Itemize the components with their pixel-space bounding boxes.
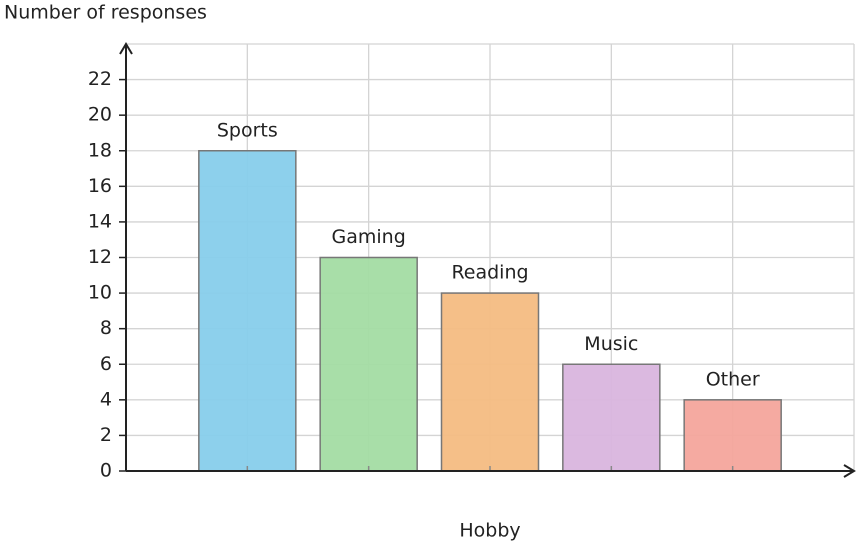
y-tick-label: 0 (100, 460, 112, 482)
y-tick-label: 4 (100, 388, 112, 410)
y-tick-label: 8 (100, 317, 112, 339)
bar (319, 256, 418, 472)
y-axis-title: Number of responses (4, 2, 207, 24)
y-tick-label: 18 (88, 139, 112, 161)
y-tick-label: 12 (88, 246, 112, 268)
bar (562, 363, 661, 472)
y-tick-label: 20 (88, 104, 112, 126)
y-tick-label: 16 (88, 175, 112, 197)
bar (440, 292, 540, 472)
x-axis-title: Hobby (459, 520, 520, 542)
y-axis-arrow (119, 42, 133, 55)
bar-label: Sports (217, 119, 278, 141)
y-tick-label: 2 (100, 424, 112, 446)
bar-label: Music (584, 333, 638, 355)
bar-label: Gaming (332, 226, 406, 248)
y-tick-label: 22 (88, 68, 112, 90)
plot-area: 0 2 4 6 8 10 12 14 16 18 20 22 Sports Gaming Reading Mu… (88, 42, 856, 482)
bar (198, 150, 297, 472)
y-tick-label: 6 (100, 353, 112, 375)
y-tick-label: 10 (88, 282, 112, 304)
bar-label: Other (706, 368, 760, 390)
bar (683, 399, 782, 472)
y-tick-label: 14 (88, 210, 112, 232)
x-axis-arrow (843, 464, 856, 478)
bar-label: Reading (451, 262, 528, 284)
